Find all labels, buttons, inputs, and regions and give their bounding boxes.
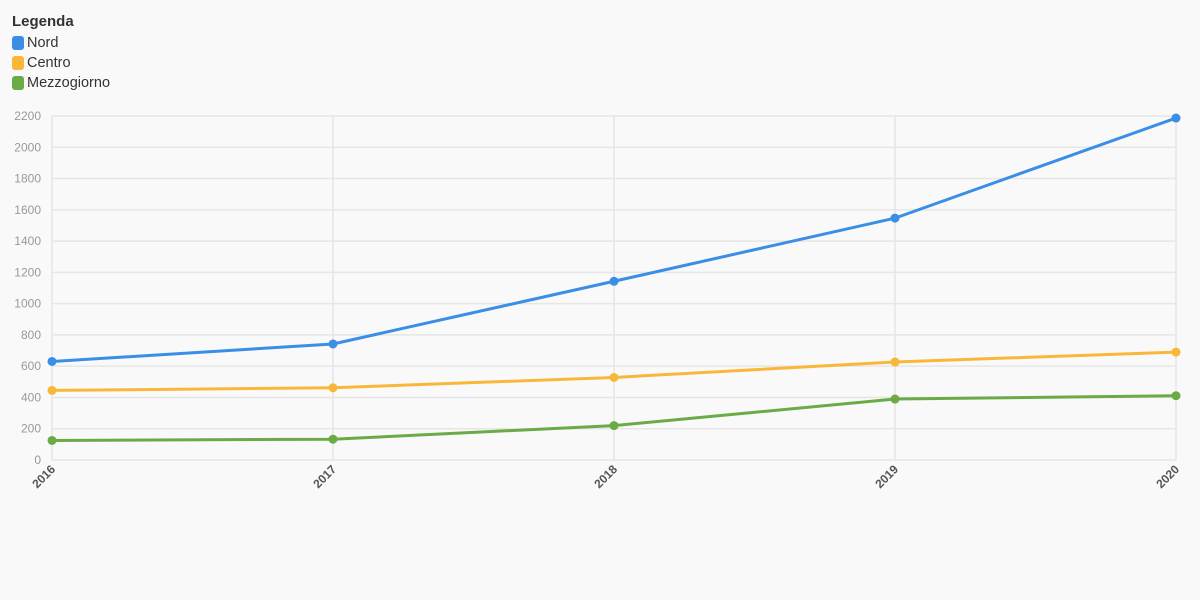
- y-tick-label: 1400: [14, 234, 41, 248]
- grid: [51, 115, 1177, 461]
- data-point-centro[interactable]: [1171, 347, 1181, 357]
- y-tick-label: 1600: [14, 203, 41, 217]
- data-point-nord[interactable]: [609, 276, 619, 286]
- series: [47, 113, 1181, 445]
- legend-label-centro: Centro: [27, 55, 71, 71]
- data-point-nord[interactable]: [328, 339, 338, 349]
- y-tick-label: 1000: [14, 297, 41, 311]
- legend-item-mezzogiorno[interactable]: Mezzogiorno: [12, 73, 110, 93]
- y-axis-ticks: 0 200 400 600 800 1000 1200 1400 1600 1800 2000 220…: [14, 109, 41, 467]
- y-tick-label: 400: [21, 390, 41, 404]
- x-tick-label: 2020: [1153, 462, 1182, 491]
- y-tick-label: 800: [21, 328, 41, 342]
- y-tick-label: 1200: [14, 265, 41, 279]
- data-point-mezzogiorno[interactable]: [890, 394, 900, 404]
- x-tick-label: 2018: [591, 462, 620, 491]
- data-point-nord[interactable]: [1171, 113, 1181, 123]
- legend-swatch-nord: [12, 36, 24, 50]
- data-point-mezzogiorno[interactable]: [609, 421, 619, 431]
- data-point-nord[interactable]: [890, 213, 900, 223]
- legend-swatch-centro: [12, 56, 24, 70]
- y-tick-label: 2000: [14, 140, 41, 154]
- legend: Legenda Nord Centro Mezzogiorno: [12, 12, 110, 93]
- data-point-centro[interactable]: [328, 383, 338, 393]
- x-axis-ticks: 2016 2017 2018 2019 2020: [29, 462, 1182, 491]
- x-tick-label: 2019: [872, 462, 901, 491]
- data-point-mezzogiorno[interactable]: [328, 434, 338, 444]
- x-tick-label: 2017: [310, 462, 339, 491]
- data-point-mezzogiorno[interactable]: [47, 435, 57, 445]
- y-tick-label: 1800: [14, 172, 41, 186]
- data-point-centro[interactable]: [890, 357, 900, 367]
- data-point-mezzogiorno[interactable]: [1171, 391, 1181, 401]
- legend-item-nord[interactable]: Nord: [12, 33, 110, 53]
- legend-swatch-mezzogiorno: [12, 76, 24, 90]
- data-point-nord[interactable]: [47, 356, 57, 366]
- legend-label-mezzogiorno: Mezzogiorno: [27, 75, 111, 91]
- data-point-centro[interactable]: [47, 385, 57, 395]
- legend-title: Legenda: [12, 13, 74, 30]
- y-tick-label: 0: [34, 453, 41, 467]
- legend-label-nord: Nord: [27, 35, 59, 51]
- y-tick-label: 200: [21, 422, 41, 436]
- y-tick-label: 600: [21, 359, 41, 373]
- data-point-centro[interactable]: [609, 372, 619, 382]
- y-tick-label: 2200: [14, 109, 41, 123]
- legend-item-centro[interactable]: Centro: [12, 53, 110, 73]
